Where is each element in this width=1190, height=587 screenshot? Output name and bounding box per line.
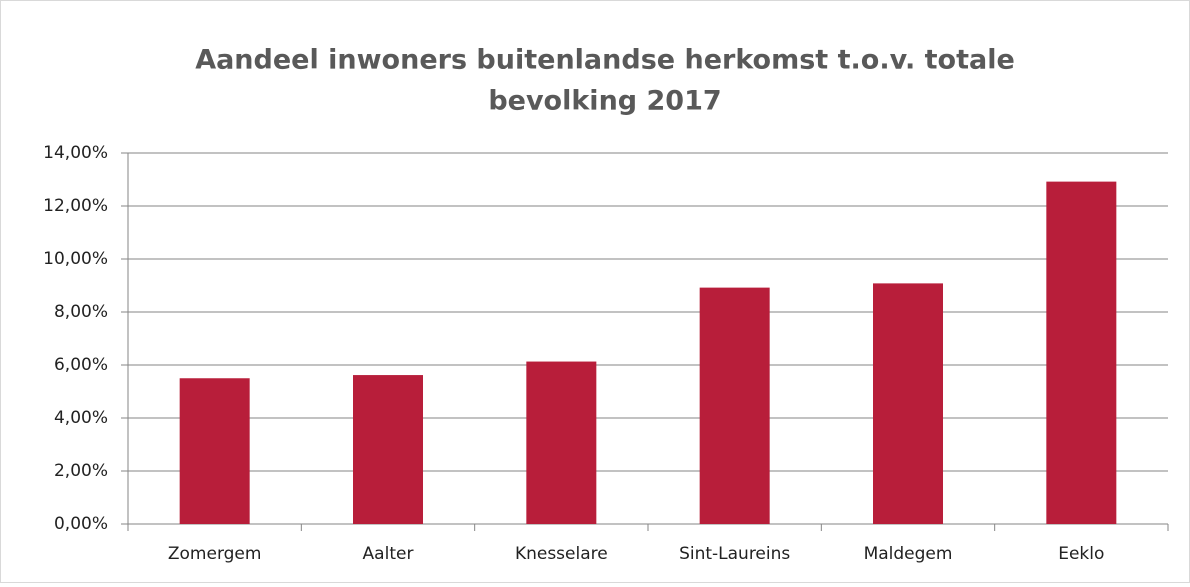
x-tick-label: Aalter [363,544,414,564]
bar [179,378,250,524]
x-tick-label: Zomergem [168,544,262,564]
bar [699,287,770,524]
chart-title: bevolking 2017 [488,86,721,117]
x-tick-label: Eeklo [1058,544,1104,564]
y-tick-label: 4,00% [54,408,108,428]
y-tick-label: 12,00% [43,196,108,216]
y-tick-label: 2,00% [54,461,108,481]
bar [1046,181,1117,524]
y-tick-label: 10,00% [43,249,108,269]
y-tick-label: 8,00% [54,302,108,322]
x-tick-label: Knesselare [515,544,608,564]
y-tick-label: 6,00% [54,355,108,375]
bar [353,375,423,524]
x-tick-label: Maldegem [864,544,953,564]
bar [526,361,597,524]
y-tick-label: 14,00% [43,143,108,163]
bar [873,283,943,524]
x-tick-label: Sint-Laureins [679,544,790,564]
chart-title: Aandeel inwoners buitenlandse herkomst t… [195,45,1015,76]
y-tick-label: 0,00% [54,514,108,534]
